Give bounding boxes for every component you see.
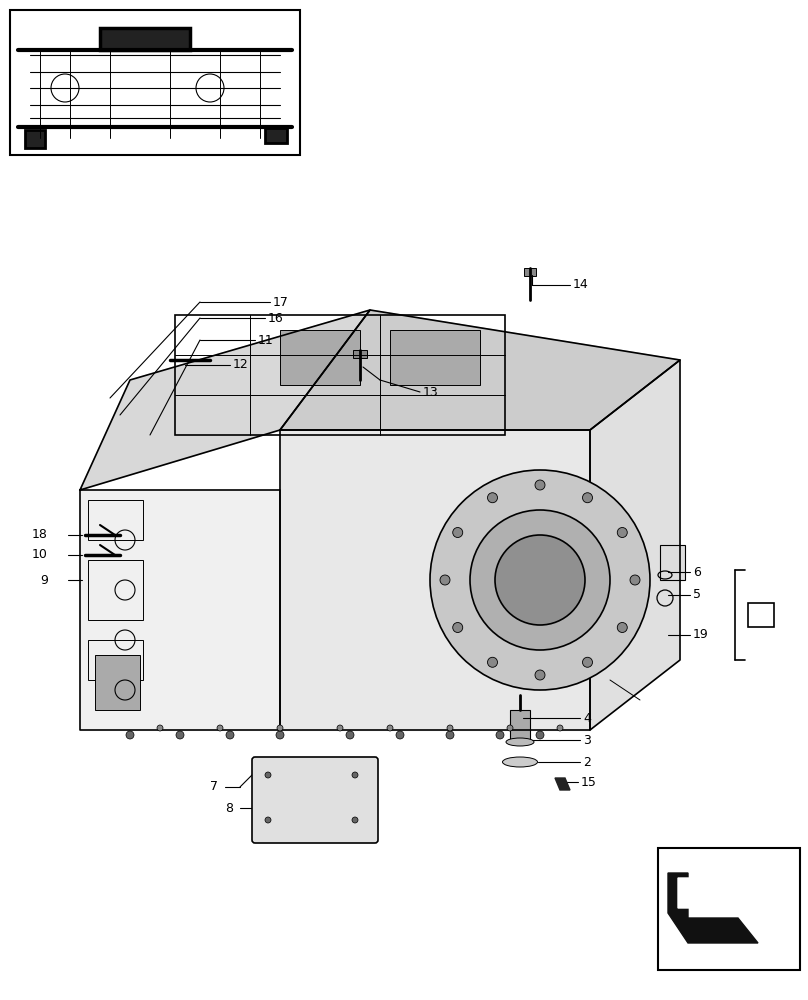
Polygon shape xyxy=(555,778,570,790)
Circle shape xyxy=(617,622,627,633)
Polygon shape xyxy=(80,490,280,730)
Circle shape xyxy=(496,731,504,739)
Text: 4: 4 xyxy=(583,712,591,724)
Polygon shape xyxy=(80,310,370,490)
FancyBboxPatch shape xyxy=(252,757,378,843)
Bar xyxy=(510,710,530,740)
Bar xyxy=(100,28,190,50)
Circle shape xyxy=(452,622,463,633)
Bar xyxy=(524,268,536,276)
Bar xyxy=(658,848,800,970)
Text: 8: 8 xyxy=(225,802,233,814)
Circle shape xyxy=(452,528,463,538)
Circle shape xyxy=(447,725,453,731)
Circle shape xyxy=(157,725,163,731)
Text: 5: 5 xyxy=(693,588,701,601)
Circle shape xyxy=(470,510,610,650)
Circle shape xyxy=(487,657,498,667)
Bar xyxy=(353,350,367,358)
Circle shape xyxy=(495,535,585,625)
Circle shape xyxy=(387,725,393,731)
Text: 3: 3 xyxy=(583,734,591,746)
Bar xyxy=(265,128,287,143)
Circle shape xyxy=(536,731,544,739)
Bar xyxy=(25,130,45,148)
Circle shape xyxy=(630,575,640,585)
Bar xyxy=(88,500,143,540)
Text: 6: 6 xyxy=(693,566,701,578)
Ellipse shape xyxy=(506,738,534,746)
Text: 15: 15 xyxy=(581,776,597,788)
Circle shape xyxy=(265,817,271,823)
Text: 11: 11 xyxy=(258,334,274,347)
Text: 18: 18 xyxy=(32,528,48,542)
Circle shape xyxy=(352,817,358,823)
Circle shape xyxy=(346,731,354,739)
Text: 19: 19 xyxy=(693,629,709,642)
Circle shape xyxy=(176,731,184,739)
Circle shape xyxy=(557,725,563,731)
Text: 12: 12 xyxy=(233,359,249,371)
Circle shape xyxy=(126,731,134,739)
Circle shape xyxy=(535,480,545,490)
Circle shape xyxy=(265,772,271,778)
Text: 2: 2 xyxy=(583,756,591,768)
Polygon shape xyxy=(280,430,590,730)
Circle shape xyxy=(276,731,284,739)
Polygon shape xyxy=(668,873,758,943)
Circle shape xyxy=(446,731,454,739)
Circle shape xyxy=(352,772,358,778)
Text: 1: 1 xyxy=(756,608,765,622)
Text: 10: 10 xyxy=(32,548,48,562)
Circle shape xyxy=(583,657,592,667)
Text: 9: 9 xyxy=(40,574,48,586)
Ellipse shape xyxy=(503,757,537,767)
Circle shape xyxy=(617,528,627,538)
Polygon shape xyxy=(590,360,680,730)
Text: 17: 17 xyxy=(273,296,289,308)
Bar xyxy=(175,315,505,435)
Circle shape xyxy=(277,725,283,731)
Bar xyxy=(390,330,480,385)
Circle shape xyxy=(487,493,498,503)
Bar xyxy=(88,640,143,680)
Polygon shape xyxy=(280,310,680,430)
Circle shape xyxy=(535,670,545,680)
Circle shape xyxy=(337,725,343,731)
Circle shape xyxy=(507,725,513,731)
Circle shape xyxy=(440,575,450,585)
Bar xyxy=(95,655,140,710)
Bar xyxy=(280,330,360,385)
Circle shape xyxy=(217,725,223,731)
Circle shape xyxy=(430,470,650,690)
Polygon shape xyxy=(678,878,723,908)
Circle shape xyxy=(583,493,592,503)
Bar xyxy=(748,603,774,627)
Text: 7: 7 xyxy=(210,780,218,794)
Bar xyxy=(660,545,685,580)
Text: 16: 16 xyxy=(268,312,284,324)
Bar xyxy=(10,10,300,155)
Text: 13: 13 xyxy=(423,385,439,398)
Bar xyxy=(88,560,143,620)
Circle shape xyxy=(226,731,234,739)
Text: 14: 14 xyxy=(573,278,589,292)
Circle shape xyxy=(396,731,404,739)
